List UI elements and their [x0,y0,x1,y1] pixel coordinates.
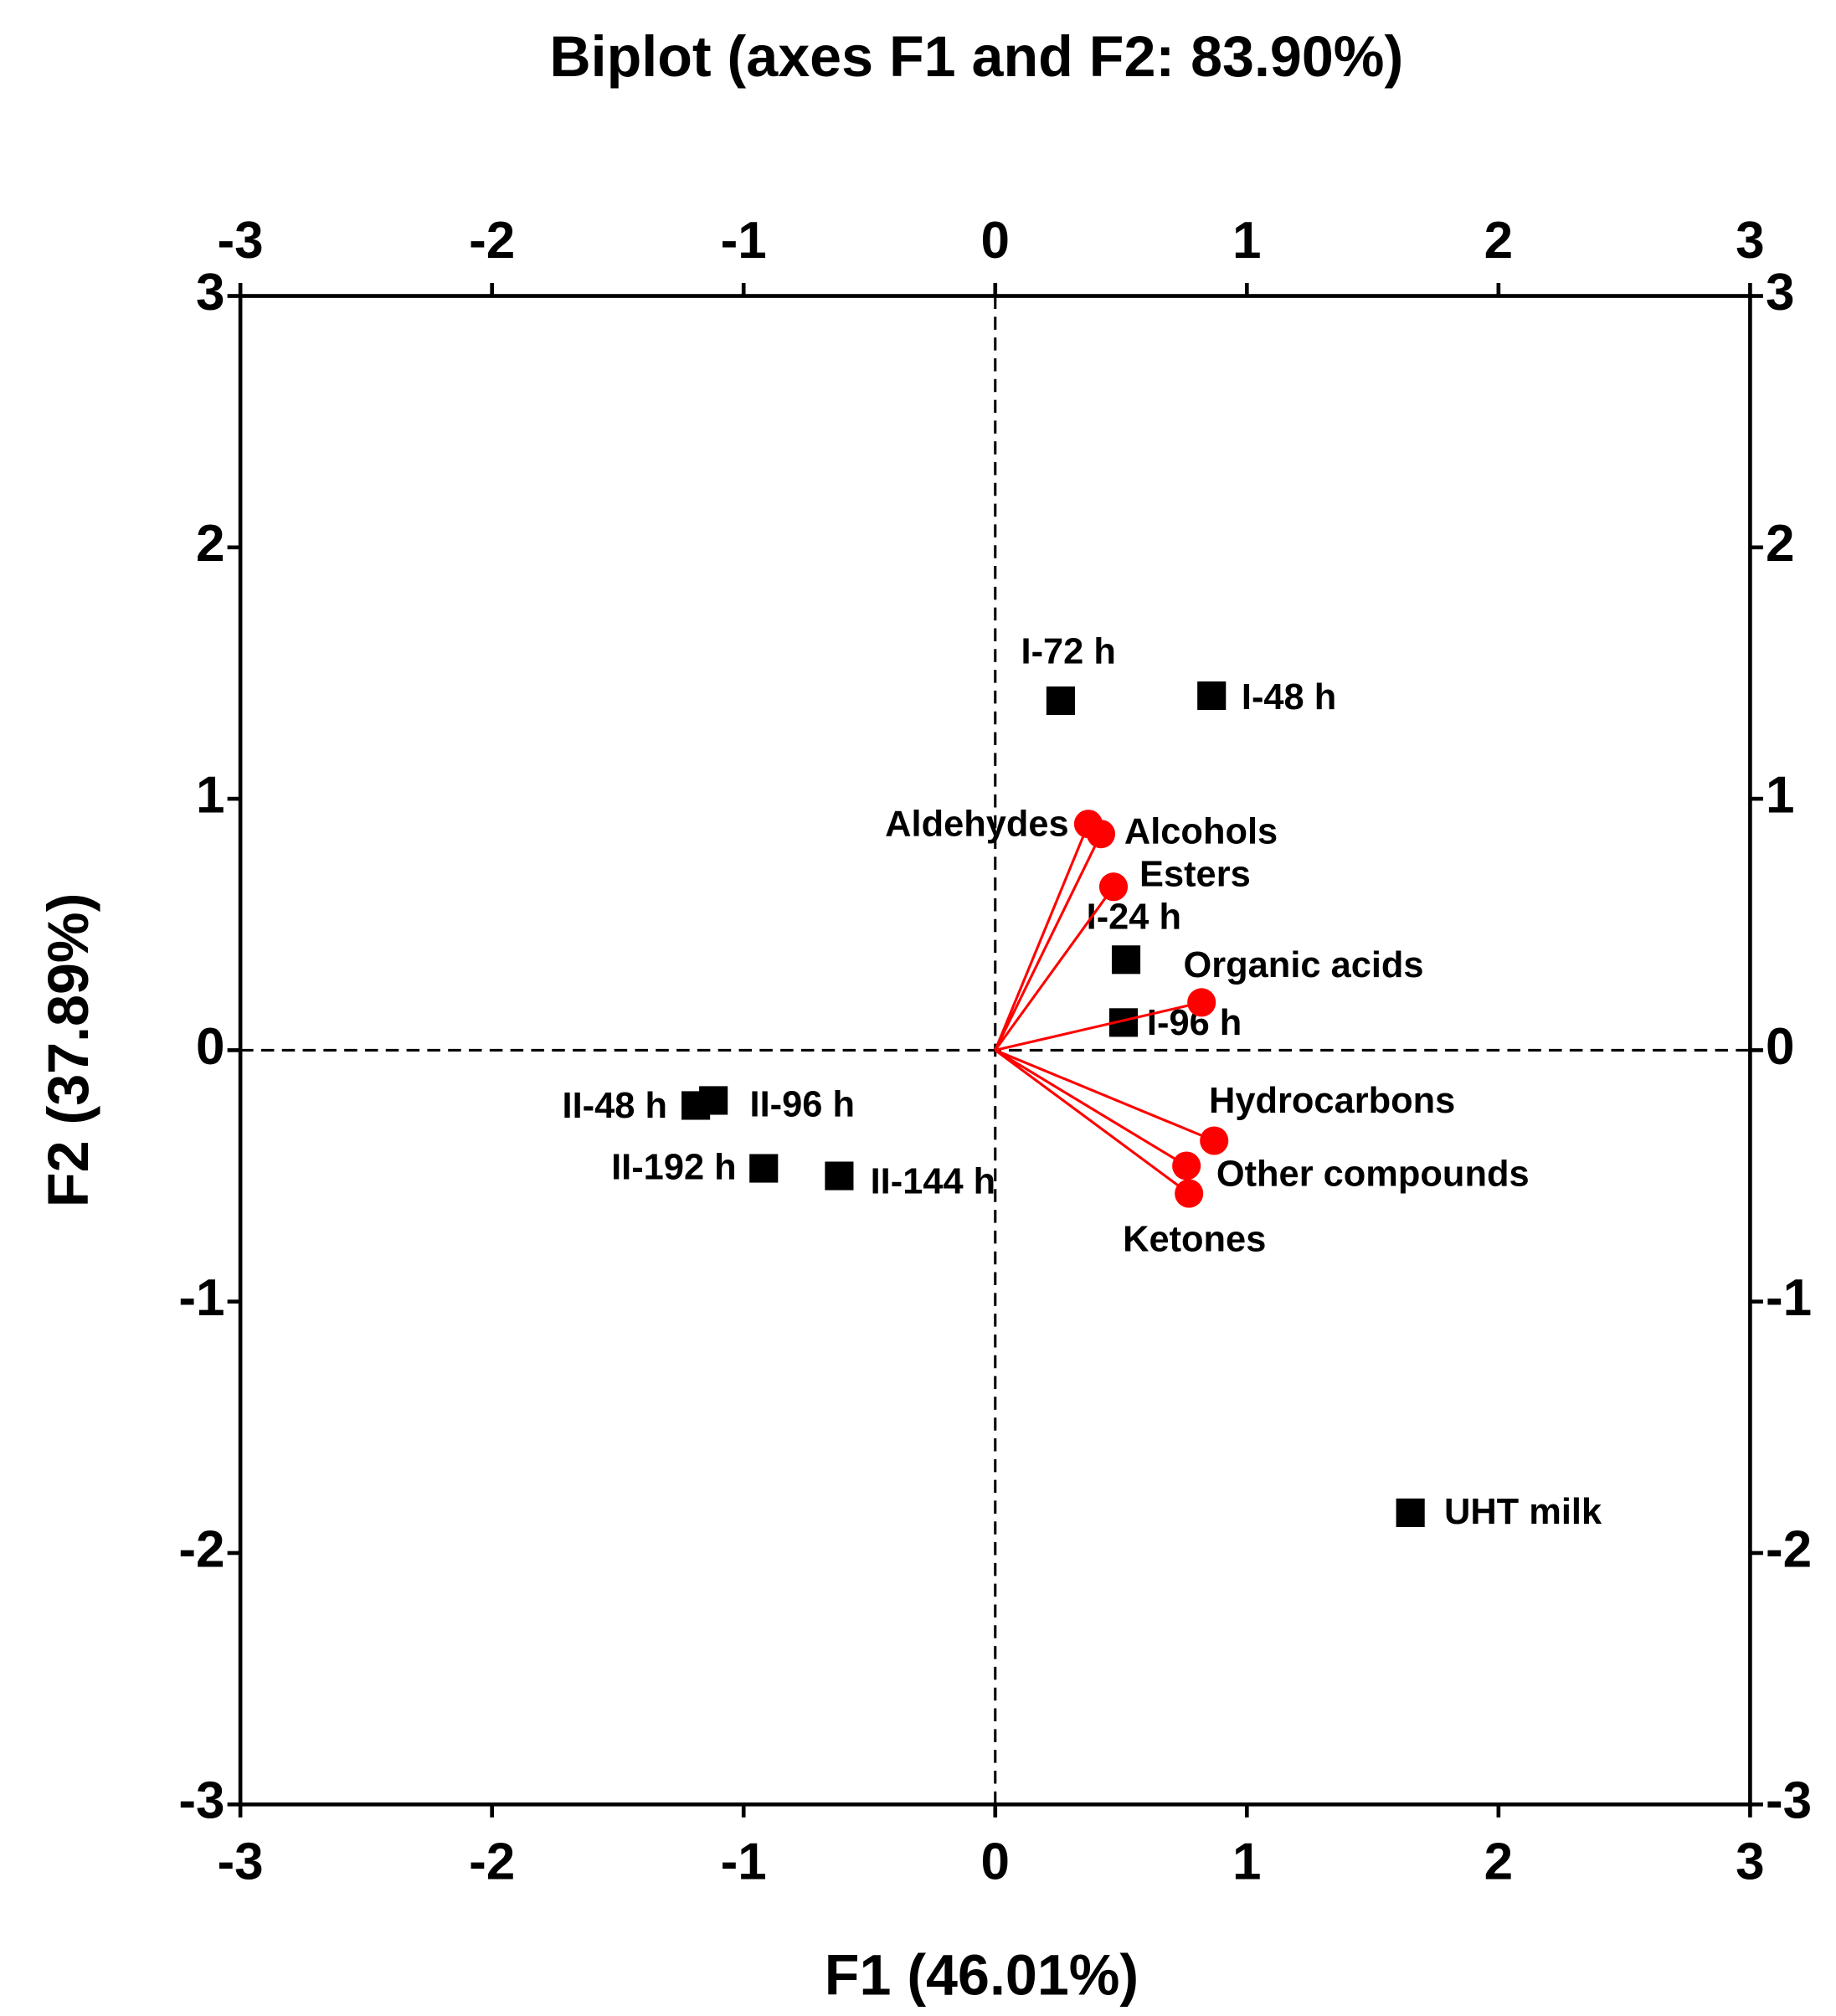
point-label: Alcohols [1124,812,1278,852]
x-tick-label-top: 1 [1232,212,1262,270]
y-tick-label-right: -1 [1766,1269,1812,1327]
loading-vector [994,833,1103,1052]
x-tick-label-top: 0 [981,212,1011,270]
y-tick-label-right: 1 [1766,766,1795,824]
point-label: Organic acids [1183,945,1423,985]
variable-point [1187,988,1216,1017]
y-tick-label: 2 [196,515,225,573]
y-tick-label-right: 2 [1766,515,1795,573]
loading-vector [995,1048,1215,1142]
point-label: II-192 h [611,1148,737,1188]
loading-vector [994,823,1090,1051]
y-tick-label: -1 [178,1269,224,1327]
variable-point [1086,820,1116,849]
point-label: Hydrocarbons [1209,1081,1455,1121]
y-axis-label: F2 (37.89%) [37,893,100,1207]
observation-point [825,1161,854,1191]
y-tick-label-right: -3 [1766,1772,1812,1830]
observation-point [1396,1498,1425,1527]
x-tick-label: -2 [469,1833,515,1891]
x-tick-label: 1 [1232,1833,1262,1891]
observation-point [749,1154,779,1183]
x-axis-label: F1 (46.01%) [825,1944,1139,2008]
x-tick-label-top: 2 [1484,212,1514,270]
variable-point [1200,1126,1229,1155]
x-tick-label-top: -3 [218,212,264,270]
y-tick-label: -2 [178,1520,224,1578]
x-tick-label: 3 [1736,1833,1765,1891]
x-tick-label: 0 [981,1833,1011,1891]
point-label: I-48 h [1242,677,1336,717]
x-tick-label-top: 3 [1736,212,1765,270]
point-label: II-48 h [563,1086,667,1126]
x-tick-label: -1 [721,1833,767,1891]
observation-point [1111,945,1141,975]
loading-vector [995,1000,1202,1052]
point-label: II-96 h [750,1085,855,1125]
y-tick-label: 0 [196,1018,225,1076]
point-label: Aldehydes [885,805,1069,845]
x-tick-label-top: -1 [721,212,767,270]
point-label: Esters [1139,854,1251,894]
y-tick-label: 1 [196,766,225,824]
loading-vector [994,1049,1191,1195]
y-tick-label: -3 [178,1772,224,1830]
point-label: UHT milk [1444,1492,1602,1532]
y-tick-label-right: -2 [1766,1520,1812,1578]
x-tick-label: 2 [1484,1833,1514,1891]
variable-point [1098,872,1129,902]
observation-point [699,1086,728,1115]
loading-vector [994,886,1115,1052]
observation-point [1046,686,1075,716]
point-label: I-72 h [1021,632,1116,672]
variable-point [1172,1151,1201,1180]
point-label: II-144 h [871,1161,996,1201]
y-tick-label-right: 3 [1766,264,1795,321]
loading-vector [994,1049,1187,1167]
variable-point [1175,1179,1204,1208]
point-label: Ketones [1123,1219,1266,1259]
y-tick-label-right: 0 [1766,1018,1795,1076]
y-tick-label: 3 [196,264,225,321]
chart-title: Biplot (axes F1 and F2: 83.90%) [549,25,1403,89]
point-label: Other compounds [1216,1154,1530,1194]
x-tick-label: -3 [218,1833,264,1891]
x-tick-label-top: -2 [469,212,515,270]
observation-point [1197,681,1227,711]
